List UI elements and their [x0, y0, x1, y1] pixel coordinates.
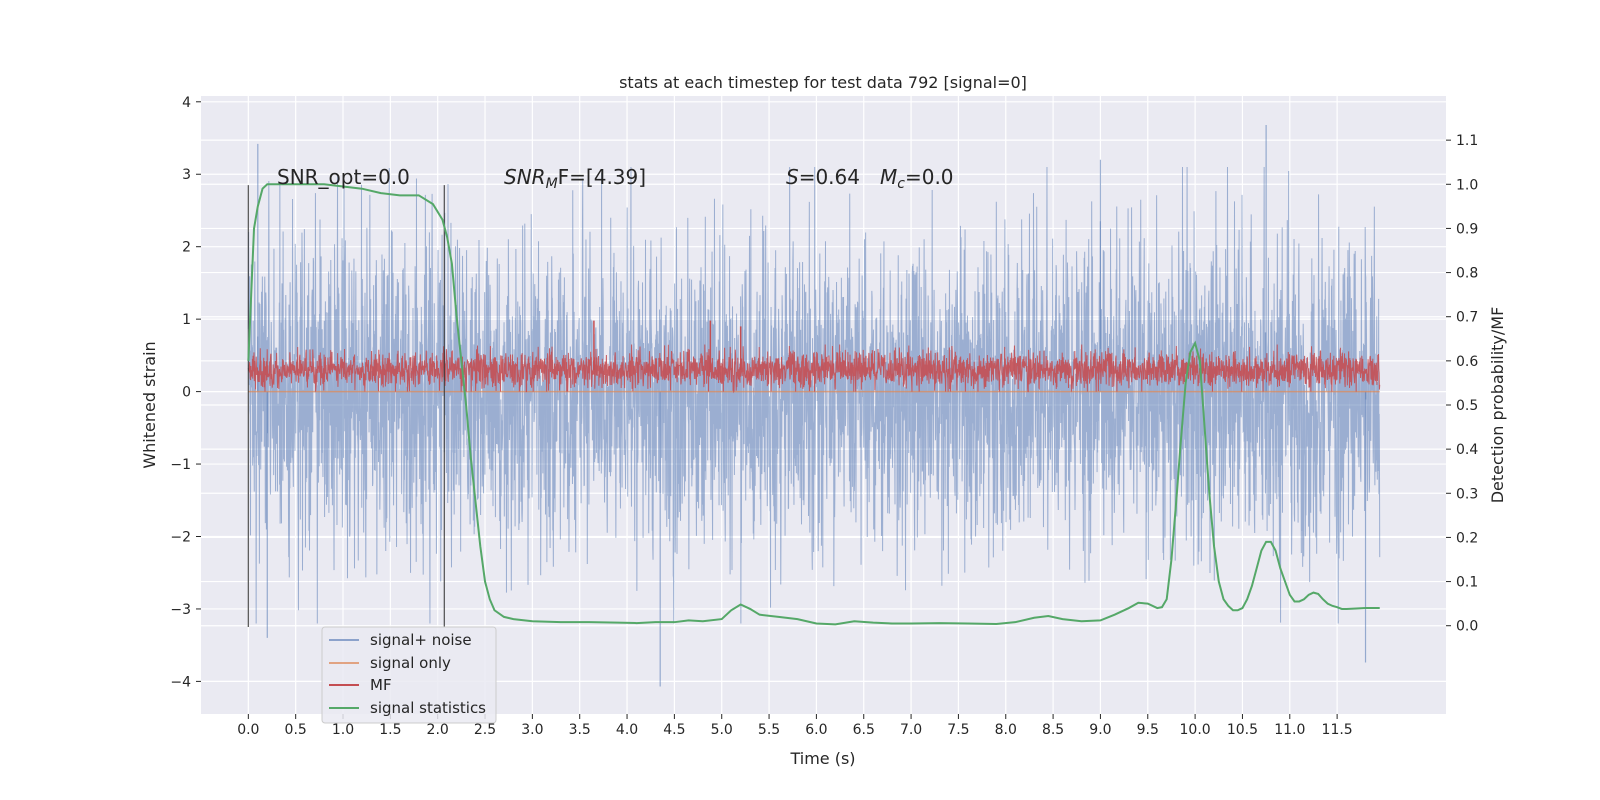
y-tick-label-4: 0 [182, 385, 191, 401]
x-tick-label-15: 7.5 [947, 722, 969, 738]
x-tick-label-1: 0.5 [285, 722, 307, 738]
x-tick-label-18: 9.0 [1089, 722, 1111, 738]
y-axis-right: 0.0 0.1 0.2 0.3 0.4 0.5 0.6 0.7 0.8 0.9 1.0 1.1 [1446, 133, 1478, 635]
x-tick-label-14: 7.0 [900, 722, 922, 738]
y-tick-label-2: −2 [170, 529, 191, 545]
x-tick-label-13: 6.5 [853, 722, 875, 738]
series-signal-statistics [247, 183, 1380, 626]
annotation-snr-opt: SNR_opt=0.0 [277, 165, 410, 189]
legend: signal+ noise signal only MF signal stat… [321, 626, 497, 724]
y2-tick-label-6: 0.6 [1456, 354, 1478, 370]
legend-label-signal-statistics: signal statistics [370, 699, 486, 717]
series-mf-line [247, 344, 1381, 394]
y2-tick-label-2: 0.2 [1456, 530, 1478, 546]
y2-tick-label-7: 0.7 [1456, 310, 1478, 326]
y2-tick-label-3: 0.3 [1456, 486, 1478, 502]
y-axis-label: Whitened strain [140, 341, 159, 468]
series-signal-statistics-line [247, 183, 1380, 626]
annotation-snr-mf: SNRMF=[4.39] [504, 165, 646, 192]
x-tick-label-6: 3.0 [521, 722, 543, 738]
y2-tick-label-5: 0.5 [1456, 398, 1478, 414]
x-tick-label-20: 10.0 [1180, 722, 1211, 738]
y2-tick-label-10: 1.0 [1456, 177, 1478, 193]
chart-title: stats at each timestep for test data 792… [619, 73, 1027, 92]
legend-label-signal-only: signal only [370, 654, 451, 672]
annotation-mc: Mc=0.0 [880, 165, 954, 192]
y-tick-label-0: −4 [170, 674, 191, 690]
y-tick-label-7: 3 [182, 167, 191, 183]
x-tick-label-3: 1.5 [379, 722, 401, 738]
x-tick-label-22: 11.0 [1274, 722, 1305, 738]
x-tick-label-8: 4.0 [616, 722, 638, 738]
y-tick-label-6: 2 [182, 240, 191, 256]
y2-tick-label-1: 0.1 [1456, 575, 1478, 591]
x-tick-label-21: 10.5 [1227, 722, 1258, 738]
y2-axis-label: Detection probability/MF [1488, 307, 1507, 504]
x-tick-label-16: 8.0 [995, 722, 1017, 738]
x-tick-label-11: 5.5 [758, 722, 780, 738]
x-tick-label-17: 8.5 [1042, 722, 1064, 738]
y-tick-label-1: −3 [170, 602, 191, 618]
legend-label-signal-noise: signal+ noise [370, 631, 472, 649]
y-tick-label-3: −1 [170, 457, 191, 473]
legend-label-mf: MF [370, 676, 392, 694]
x-tick-label-12: 6.0 [805, 722, 827, 738]
x-axis-label: Time (s) [789, 749, 855, 768]
y-axis-left: −4 −3 −2 −1 0 1 2 3 4 [170, 95, 201, 690]
y-tick-label-8: 4 [182, 95, 191, 111]
series-signal-noise-line [247, 166, 1381, 624]
x-tick-label-0: 0.0 [237, 722, 259, 738]
y2-tick-label-9: 0.9 [1456, 221, 1478, 237]
y2-tick-label-8: 0.8 [1456, 266, 1478, 282]
x-tick-label-9: 4.5 [663, 722, 685, 738]
x-tick-label-10: 5.0 [711, 722, 733, 738]
series-signal-noise [247, 124, 1381, 687]
y2-tick-label-4: 0.4 [1456, 442, 1478, 458]
x-axis: 0.0 0.5 1.0 1.5 2.0 2.5 3.0 3.5 4.0 4.5 5.0 5.5 6.0 6… [237, 714, 1353, 738]
y2-tick-label-11: 1.1 [1456, 133, 1478, 149]
annotation-s: S=0.64 [786, 165, 860, 189]
series-mf [247, 320, 1381, 394]
y-tick-label-5: 1 [182, 312, 191, 328]
x-tick-label-2: 1.0 [332, 722, 354, 738]
x-tick-label-4: 2.0 [427, 722, 449, 738]
x-tick-label-19: 9.5 [1137, 722, 1159, 738]
y2-tick-label-0: 0.0 [1456, 619, 1478, 635]
x-tick-label-7: 3.5 [569, 722, 591, 738]
vertical-markers [247, 185, 445, 628]
x-tick-label-5: 2.5 [474, 722, 496, 738]
x-tick-label-23: 11.5 [1322, 722, 1353, 738]
legend-box [321, 626, 497, 724]
